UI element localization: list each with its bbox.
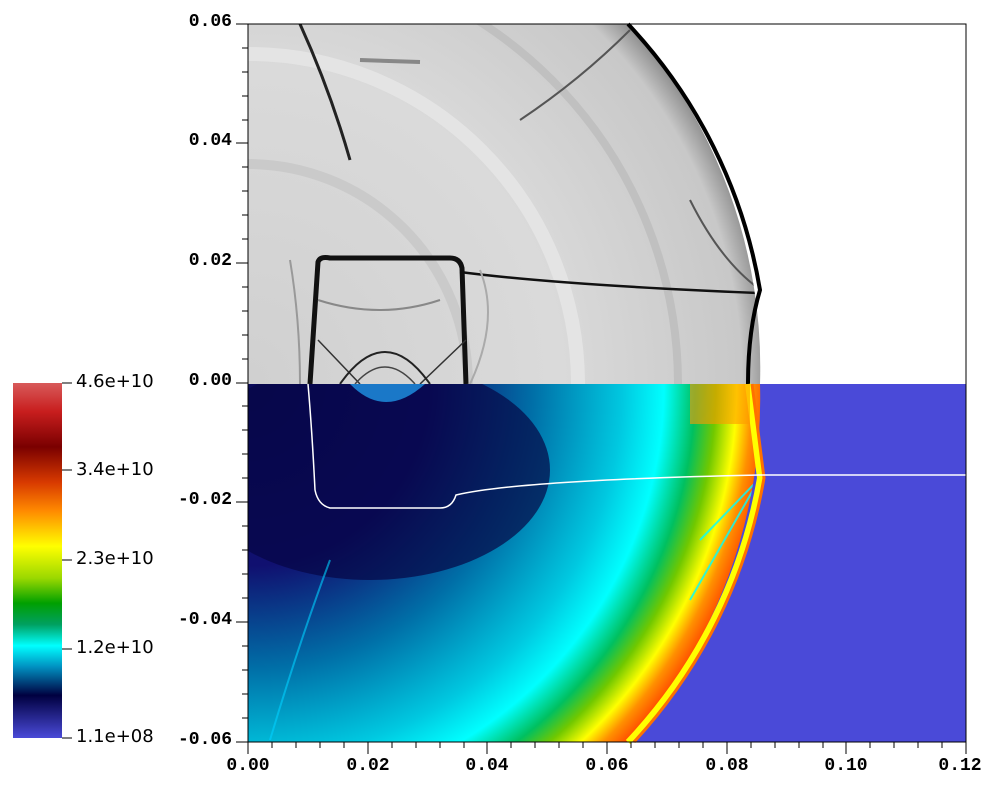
y-tick-label: 0.04 (188, 131, 232, 151)
y-tick-label: 0.06 (188, 12, 232, 32)
colorbar-label: 1.2e+10 (76, 637, 154, 658)
y-tick-label: -0.02 (177, 490, 232, 510)
colorbar-label: 2.3e+10 (76, 548, 154, 569)
colorbar-label: 3.4e+10 (76, 459, 154, 480)
colorbar-label-min: 1.1e+08 (76, 726, 154, 747)
x-tick-label: 0.10 (824, 756, 868, 776)
x-tick-label: 0.02 (346, 756, 390, 776)
x-tick-label: 0.04 (465, 756, 509, 776)
schlieren-panel (248, 22, 763, 385)
pseudocolor-panel (248, 383, 966, 745)
y-tick-label: -0.04 (177, 610, 232, 630)
x-tick-label: 0.06 (585, 756, 629, 776)
x-tick-label: 0.08 (705, 756, 749, 776)
y-tick-label: 0.02 (188, 251, 232, 271)
x-axis (247, 742, 967, 754)
colorbar-label-max: 4.6e+10 (76, 371, 154, 392)
x-tick-label: 0.12 (938, 756, 982, 776)
colorbar (13, 382, 72, 739)
y-axis (236, 23, 248, 743)
x-tick-label: 0.00 (226, 756, 270, 776)
y-tick-label: 0.00 (188, 371, 232, 391)
y-tick-label: -0.06 (177, 730, 232, 750)
